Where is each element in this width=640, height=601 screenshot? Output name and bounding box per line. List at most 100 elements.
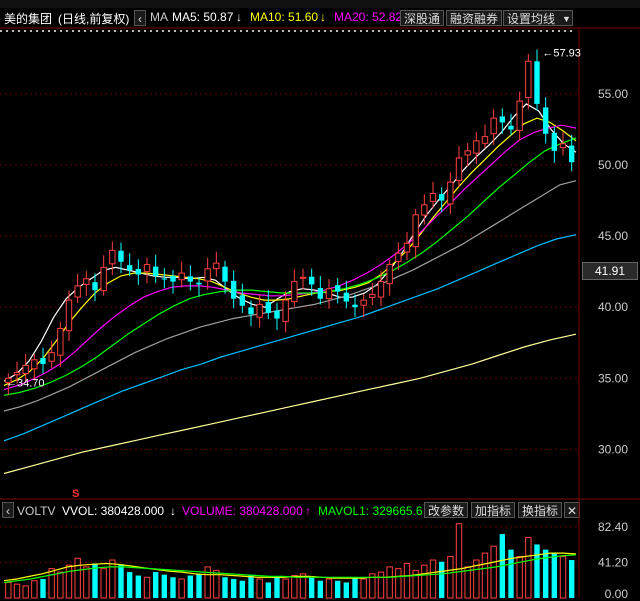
volume-bar-up: [178, 578, 185, 599]
event-marker-s: S: [72, 488, 79, 500]
volume-bar-up: [204, 566, 211, 599]
candle-up: [22, 364, 29, 374]
vvol-arrow: ↓: [170, 504, 176, 518]
candle-up: [490, 117, 497, 135]
ma5-arrow: ↓: [236, 10, 242, 24]
candle-up: [204, 268, 211, 282]
volume-bar-down: [568, 560, 575, 598]
volume-bar-down: [187, 575, 194, 598]
ma-line-ma120: [3, 234, 577, 442]
candle-down: [248, 307, 254, 315]
volume-bar-down: [126, 572, 133, 598]
ma-settings-label: 设置均线: [507, 12, 556, 26]
change-params-button[interactable]: 改参数: [424, 502, 469, 518]
stock-name[interactable]: 美的集团: [4, 12, 53, 26]
chart-header: 美的集团 (日线,前复权) ‹ MA MA5: 50.87 ↓ MA10: 51…: [0, 9, 640, 27]
volume-bar-down: [40, 579, 46, 598]
candle-up: [5, 377, 12, 384]
volume-bar-up: [386, 566, 393, 599]
indicator-name: MA: [150, 10, 168, 24]
volume-bar-down: [534, 544, 540, 598]
volume-bar-up: [559, 556, 567, 599]
margin-trading-button[interactable]: 融资融券: [446, 10, 503, 26]
volume-bar-up: [473, 559, 480, 599]
ma20-value: MA20: 52.82: [334, 10, 403, 24]
candle-up: [48, 352, 55, 362]
candle-up: [282, 299, 289, 323]
candle-down: [170, 276, 176, 282]
volume-arrow: ↑: [305, 504, 311, 518]
volume-ma-line-mavol2: [3, 554, 577, 584]
volume-bar-up: [412, 569, 419, 599]
price-tick-label: 55.00: [598, 87, 628, 101]
scroll-left-icon[interactable]: ‹: [134, 10, 146, 26]
hk-connect-button[interactable]: 深股通: [400, 10, 445, 26]
ma-settings-button[interactable]: 设置均线 ▼: [503, 10, 573, 26]
candle-up: [429, 192, 437, 202]
candle-up: [31, 359, 38, 370]
candle-up: [74, 285, 81, 298]
candle-down: [161, 278, 168, 280]
candle-down: [187, 276, 194, 282]
candle-up: [412, 214, 419, 248]
candle-up: [13, 372, 21, 376]
candle-down: [551, 132, 558, 151]
candle-up: [178, 272, 185, 281]
volume-scroll-left-icon[interactable]: ‹: [2, 502, 14, 518]
volume-bar-down: [317, 580, 324, 598]
volume-bar-up: [395, 568, 402, 599]
axis-labels: 55.00 50.00 45.00 40.00 35.00 30.00 82.40 41.20…: [6, 47, 628, 601]
price-tick-label: 35.00: [598, 371, 628, 385]
volume-bar-up: [455, 523, 463, 599]
candle-up: [65, 299, 73, 332]
volume-bar-up: [100, 568, 107, 599]
candle-up: [377, 281, 385, 298]
volume-bar-down: [352, 577, 358, 598]
volume-bar-down: [248, 575, 254, 598]
volume-bar-up: [421, 564, 428, 599]
candle-up: [559, 143, 567, 149]
candle-up: [83, 278, 90, 285]
candle-down: [118, 250, 124, 262]
candle-down: [568, 145, 575, 163]
ma-line-ma30: [3, 137, 577, 396]
candle-down: [230, 280, 237, 299]
volume-tick-label: 0.00: [605, 587, 629, 601]
candle-up: [395, 252, 402, 262]
ma5-value: MA5: 50.87: [172, 10, 234, 24]
top-toolbar-strip: [0, 0, 640, 8]
switch-indicator-button[interactable]: 换指标: [518, 502, 563, 518]
candle-up: [213, 262, 220, 270]
candle-up: [403, 242, 411, 253]
volume-tick-label: 41.20: [598, 555, 628, 569]
add-indicator-button[interactable]: 加指标: [471, 502, 516, 518]
volume-bar-up: [213, 569, 220, 599]
candle-down: [499, 116, 506, 123]
candle-up: [386, 264, 393, 285]
volume-bar-up: [403, 562, 411, 599]
volume-bar-up: [109, 559, 116, 599]
triangle-down-icon: ▼: [562, 14, 571, 24]
volume-bar-up: [83, 566, 90, 599]
volume-bar-down: [170, 577, 176, 598]
period-mode[interactable]: (日线,前复权): [58, 12, 130, 26]
candle-up: [455, 157, 463, 182]
volume-bar-up: [48, 568, 55, 599]
volume-bar-up: [369, 573, 376, 599]
candle-up: [464, 150, 471, 156]
candle-up: [109, 249, 116, 265]
candle-down: [508, 125, 514, 130]
volume-tick-label: 82.40: [598, 520, 628, 534]
ma-line-ma60: [3, 180, 577, 412]
volume-bar-down: [551, 553, 558, 598]
candle-down: [308, 276, 315, 285]
candle-down: [40, 358, 46, 365]
price-tick-label: 40.00: [598, 300, 628, 314]
volume-indicator-name: VOLTV: [17, 504, 56, 518]
volume-bar-down: [239, 580, 246, 598]
ma-line-ma20: [3, 124, 577, 391]
volume-bar-down: [308, 577, 315, 598]
volume-bar-up: [74, 557, 81, 599]
ma-line-ma250: [3, 333, 577, 475]
